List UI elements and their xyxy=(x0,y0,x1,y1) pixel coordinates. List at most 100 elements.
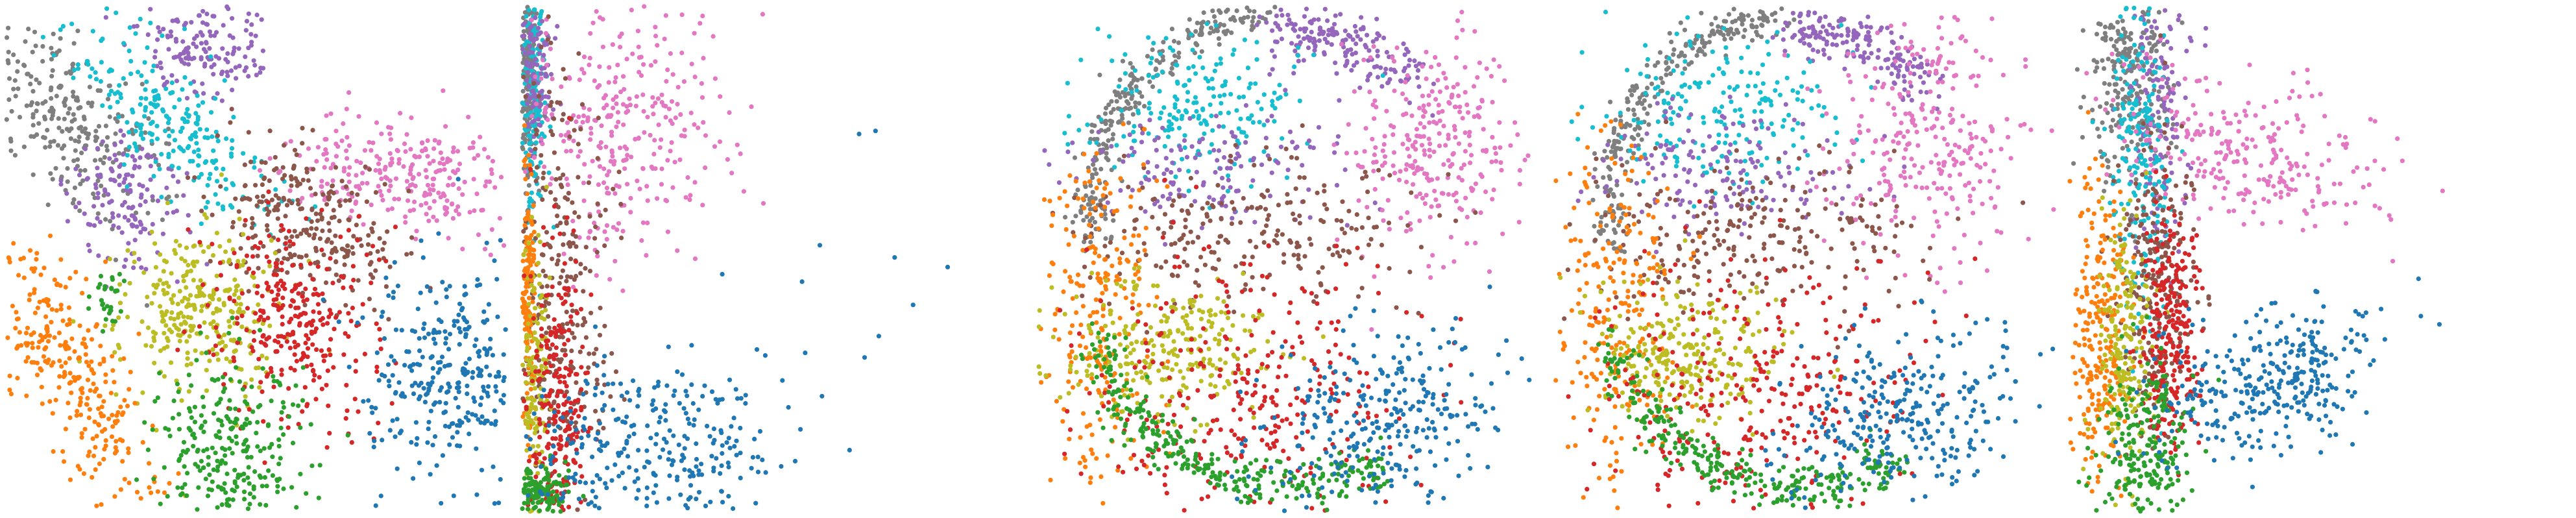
scatter-point xyxy=(113,257,118,262)
scatter-point xyxy=(176,412,182,417)
scatter-point xyxy=(358,160,363,166)
scatter-point xyxy=(58,302,64,308)
scatter-point xyxy=(245,196,250,201)
scatter-point xyxy=(786,404,791,410)
scatter-point xyxy=(344,382,349,388)
scatter-point xyxy=(1111,218,1116,223)
scatter-point xyxy=(252,244,258,249)
scatter-point xyxy=(554,489,559,494)
scatter-point xyxy=(443,124,448,129)
scatter-point xyxy=(40,101,45,106)
scatter-point xyxy=(569,348,574,354)
scatter-point xyxy=(442,364,448,369)
scatter-point xyxy=(1157,60,1162,65)
scatter-point xyxy=(1153,66,1159,71)
scatter-point xyxy=(555,402,561,408)
scatter-point xyxy=(535,260,541,265)
scatter-point xyxy=(648,436,653,441)
scatter-point xyxy=(291,241,296,247)
scatter-point xyxy=(682,446,687,451)
scatter-point xyxy=(330,178,335,183)
scatter-point xyxy=(653,441,659,447)
scatter-point xyxy=(524,380,529,385)
scatter-point xyxy=(424,201,429,206)
scatter-point xyxy=(1090,190,1095,195)
scatter-point xyxy=(281,405,286,410)
scatter-point xyxy=(749,104,754,109)
scatter-point xyxy=(361,399,366,404)
scatter-point xyxy=(733,387,738,392)
scatter-point xyxy=(93,445,98,450)
scatter-point xyxy=(258,70,263,75)
scatter-point xyxy=(385,362,391,367)
scatter-point xyxy=(23,39,28,44)
scatter-point xyxy=(257,199,262,204)
scatter-point xyxy=(727,377,733,382)
scatter-point xyxy=(103,372,108,377)
scatter-point xyxy=(145,295,150,300)
cluster-1-3 xyxy=(58,128,210,290)
scatter-point xyxy=(205,182,210,188)
scatter-point xyxy=(214,434,219,439)
scatter-point xyxy=(726,464,731,470)
scatter-point xyxy=(79,151,84,156)
scatter-point xyxy=(173,239,178,244)
scatter-point xyxy=(132,238,138,243)
scatter-point xyxy=(1117,77,1123,82)
scatter-point xyxy=(760,12,765,17)
scatter-point xyxy=(447,442,452,447)
scatter-point xyxy=(717,397,722,402)
scatter-point xyxy=(295,179,300,184)
scatter-point xyxy=(486,302,492,307)
scatter-point xyxy=(611,225,616,230)
scatter-point xyxy=(1169,66,1174,71)
scatter-point xyxy=(150,221,155,227)
cluster-1-10 xyxy=(134,315,350,512)
scatter-point xyxy=(247,266,252,271)
scatter-point xyxy=(278,278,284,284)
scatter-point xyxy=(679,458,684,463)
scatter-point xyxy=(291,299,296,304)
scatter-point xyxy=(210,445,215,450)
scatter-point xyxy=(64,191,69,196)
scatter-point xyxy=(48,88,53,93)
scatter-point xyxy=(1147,79,1152,84)
scatter-point xyxy=(542,456,547,461)
scatter-point xyxy=(125,403,130,409)
scatter-point xyxy=(533,337,539,342)
scatter-point xyxy=(75,157,80,162)
scatter-point xyxy=(473,413,478,418)
scatter-point xyxy=(128,369,133,375)
scatter-point xyxy=(84,360,90,365)
scatter-point xyxy=(273,154,278,160)
scatter-point xyxy=(524,59,529,64)
scatter-point xyxy=(565,321,570,327)
scatter-point xyxy=(261,446,267,451)
scatter-point xyxy=(530,240,535,245)
scatter-point xyxy=(650,104,655,109)
scatter-point xyxy=(653,166,658,171)
scatter-point xyxy=(644,184,650,189)
scatter-point xyxy=(134,148,140,153)
scatter-point xyxy=(162,465,167,470)
scatter-point xyxy=(328,311,334,316)
scatter-point xyxy=(546,499,552,504)
scatter-point xyxy=(666,457,671,462)
scatter-point xyxy=(557,379,563,384)
scatter-point xyxy=(651,398,656,403)
scatter-point xyxy=(641,108,646,114)
scatter-point xyxy=(125,314,130,320)
scatter-point xyxy=(590,20,596,25)
scatter-point xyxy=(597,164,603,169)
scatter-point xyxy=(199,171,204,177)
scatter-point xyxy=(175,19,180,24)
scatter-point xyxy=(413,420,419,425)
scatter-point xyxy=(242,223,247,228)
scatter-point xyxy=(356,114,361,119)
scatter-point xyxy=(690,401,696,406)
scatter-point xyxy=(222,332,227,338)
scatter-point xyxy=(197,324,202,329)
scatter-point xyxy=(656,379,661,385)
scatter-point xyxy=(539,293,544,298)
scatter-point xyxy=(558,509,563,514)
